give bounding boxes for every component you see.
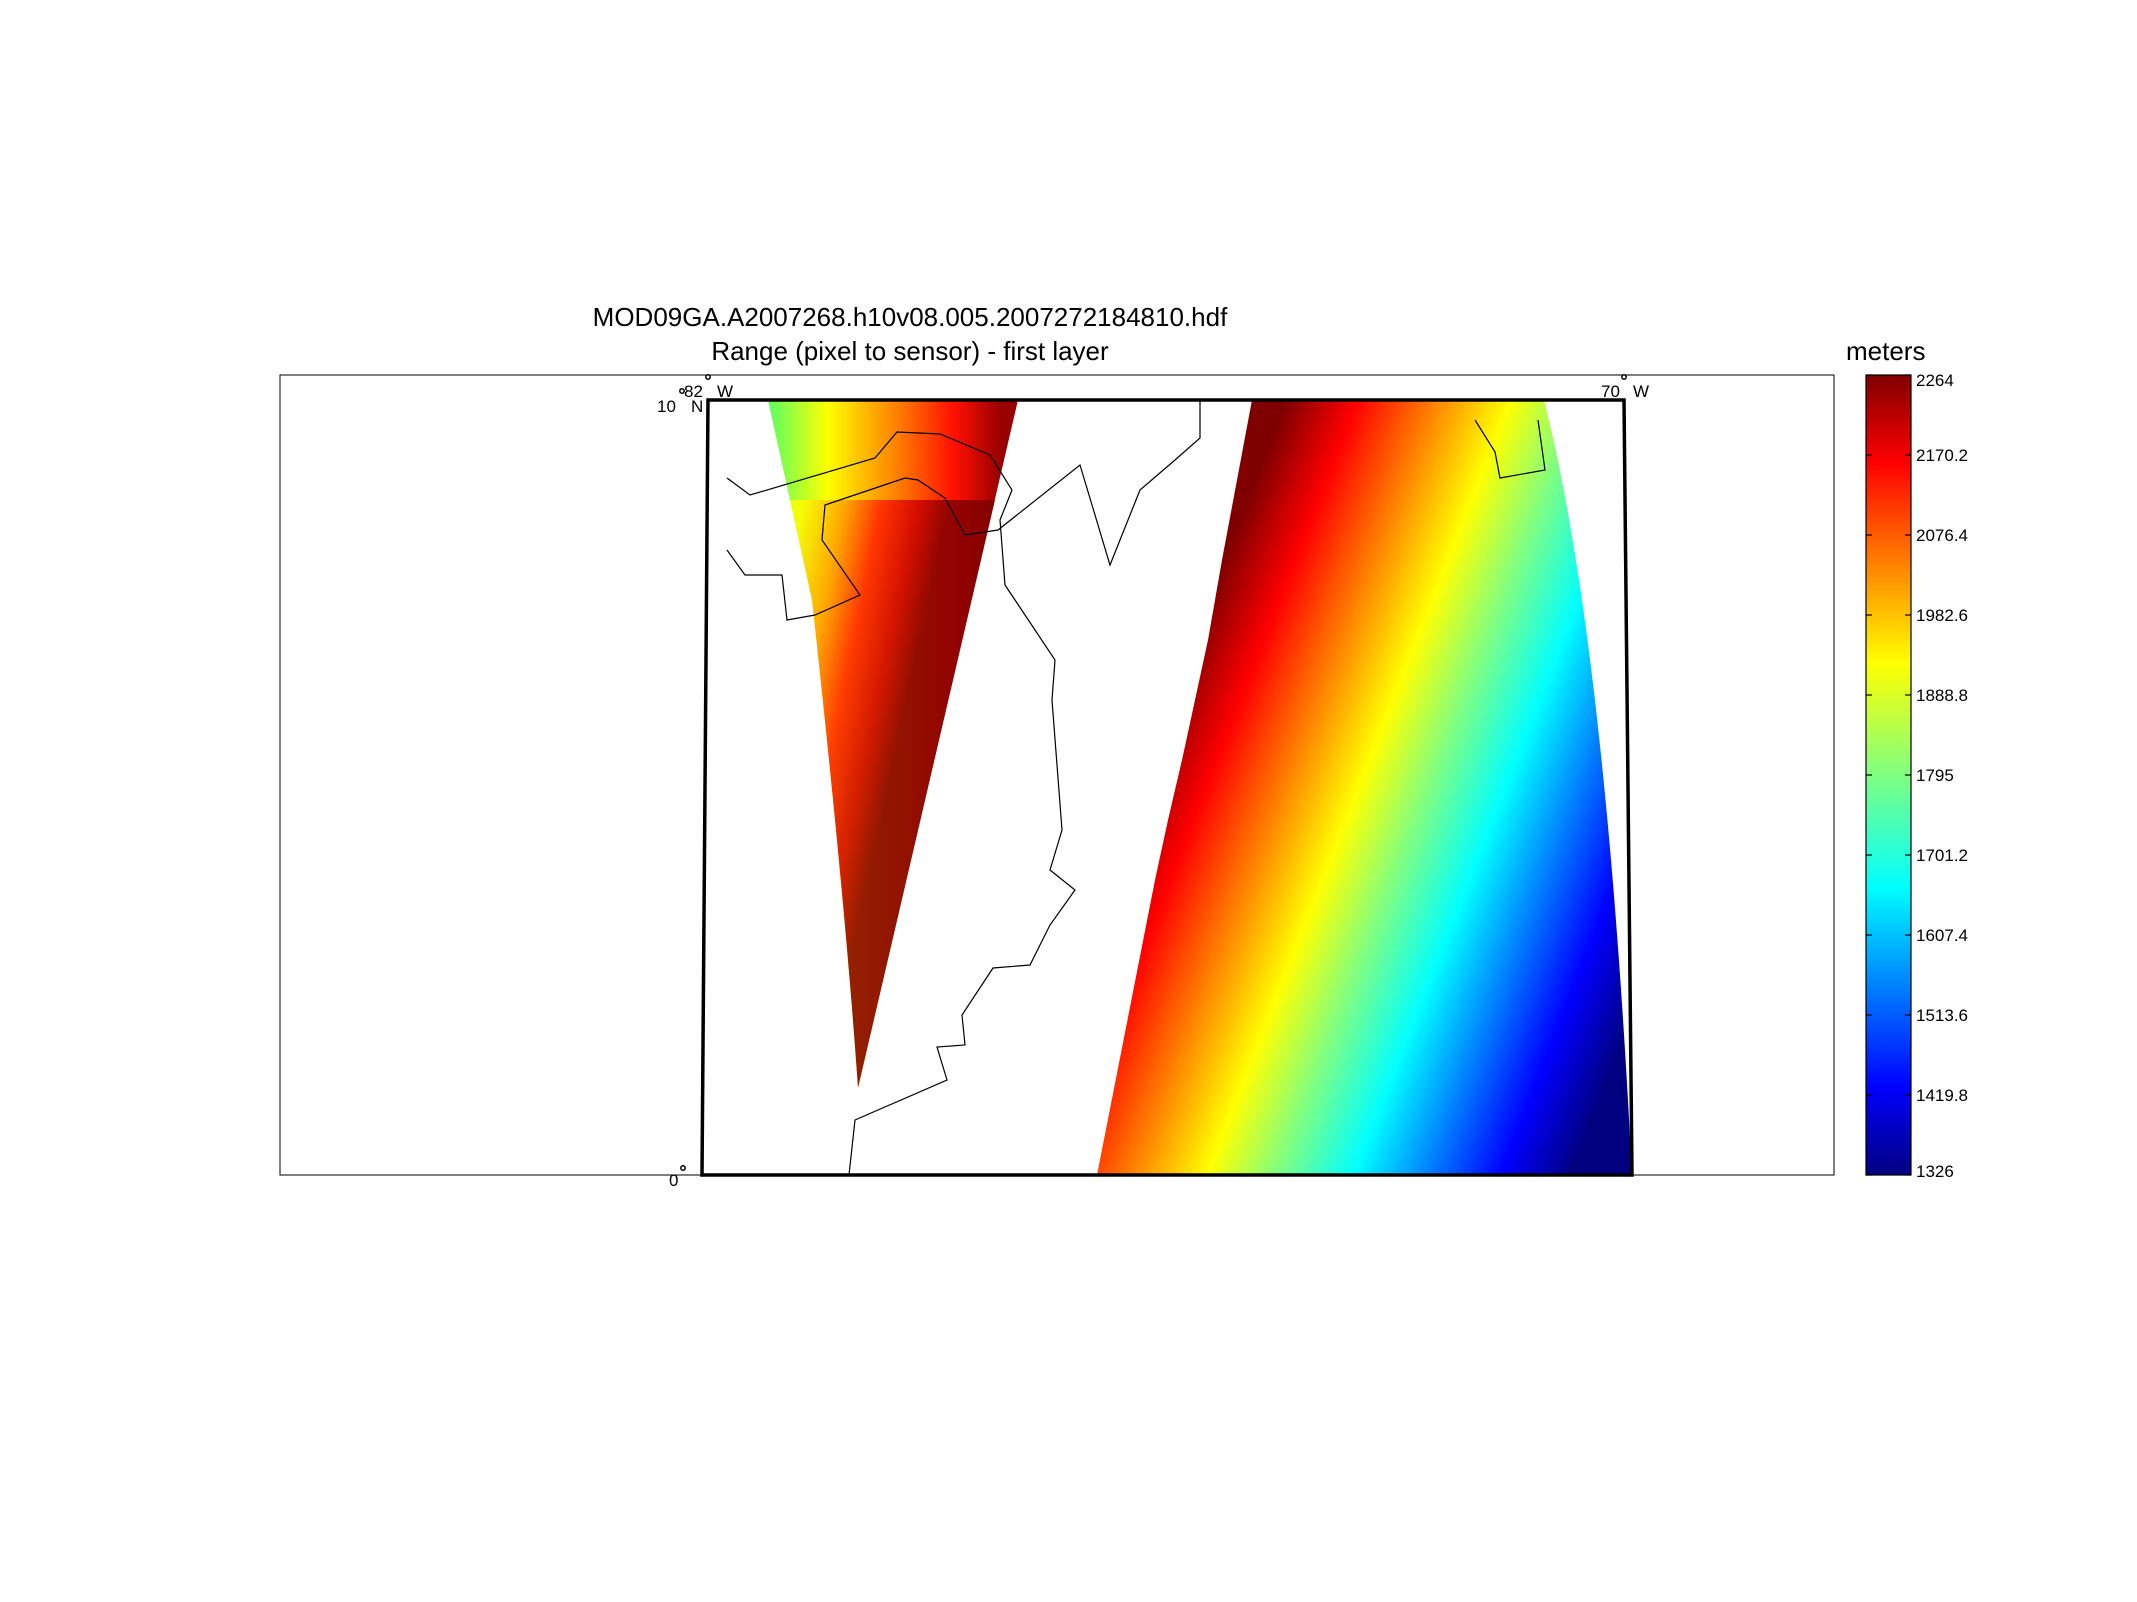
lon-label-70-hemisphere: W xyxy=(1633,382,1649,401)
colorbar-tick-label: 2076.4 xyxy=(1916,526,1968,545)
figure-subtitle: Range (pixel to sensor) - first layer xyxy=(711,336,1109,366)
swath-right xyxy=(1097,400,1632,1175)
colorbar-tick-label: 1795 xyxy=(1916,766,1954,785)
colorbar-tick-label: 1888.8 xyxy=(1916,686,1968,705)
lon-label-70: 70 xyxy=(1601,382,1620,401)
lat-label-0: 0 xyxy=(669,1171,678,1190)
lat-label-10-hemisphere: N xyxy=(691,397,703,416)
map-frame xyxy=(700,398,1634,1177)
colorbar-tick-label: 1607.4 xyxy=(1916,926,1968,945)
lat-label-10: 10 xyxy=(657,397,676,416)
lon-label-82: 82 xyxy=(684,382,703,401)
graticule-ticks xyxy=(679,374,1627,1171)
figure-title: MOD09GA.A2007268.h10v08.005.200727218481… xyxy=(592,302,1228,332)
colorbar-ticks: 2264 2170.2 2076.4 1982.6 1888.8 1795 1701.2 16… xyxy=(1866,371,1968,1181)
colorbar-tick-label: 1513.6 xyxy=(1916,1006,1968,1025)
colorbar-tick-label: 1419.8 xyxy=(1916,1086,1968,1105)
swath-left-lower xyxy=(790,500,995,1088)
colorbar-tick-label: 1701.2 xyxy=(1916,846,1968,865)
colorbar-unit-label: meters xyxy=(1846,336,1926,366)
colorbar-tick-label: 1326 xyxy=(1916,1162,1954,1181)
colorbar-tick-label: 2170.2 xyxy=(1916,446,1968,465)
colorbar-tick-label: 2264 xyxy=(1916,371,1954,390)
colorbar-tick-label: 1982.6 xyxy=(1916,606,1968,625)
lon-label-82-hemisphere: W xyxy=(717,382,733,401)
coastlines xyxy=(726,400,1633,1176)
colorbar xyxy=(1865,374,1912,1176)
